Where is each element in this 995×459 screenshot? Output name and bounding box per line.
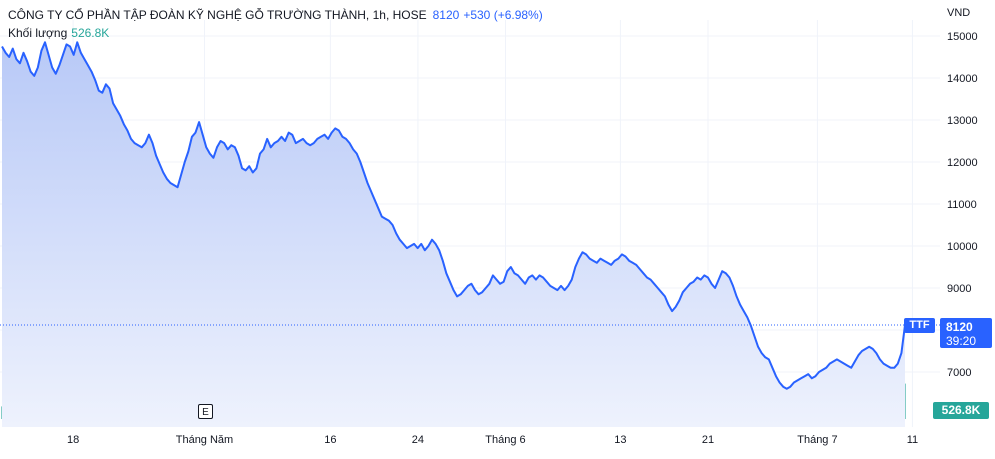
x-tick-label: 13 [614, 434, 626, 446]
price-area-fill [2, 42, 905, 428]
volume-value: 526.8K [71, 26, 110, 40]
volume-tag: 526.8K [933, 402, 989, 419]
x-tick-label: Tháng 6 [485, 434, 525, 446]
y-tick-label: 11000 [947, 199, 977, 211]
y-tick-label: 12000 [947, 157, 978, 169]
x-tick-label: Tháng Năm [176, 434, 233, 446]
y-tick-label: 9000 [947, 283, 971, 295]
price-area [0, 41, 940, 428]
x-tick-label: 18 [67, 434, 79, 446]
last-price-tag: 8120 39:20 [940, 318, 992, 348]
last-price: 8120 [946, 320, 973, 334]
y-tick-label: 15000 [947, 31, 978, 43]
symbol-tag: TTF [904, 318, 935, 333]
y-axis[interactable]: 7000 9000 10000 11000 12000 13000 14000 15000 [947, 31, 978, 379]
legend-change: +530 (+6.98%) [463, 8, 543, 22]
x-tick-label: Tháng 7 [797, 434, 837, 446]
y-tick-label: 7000 [947, 367, 971, 379]
y-tick-label: 13000 [947, 115, 978, 127]
x-tick-label: 21 [702, 434, 714, 446]
x-tick-label: 11 [907, 434, 918, 446]
price-line[interactable] [1, 41, 906, 390]
chart-legend: CÔNG TY CỔ PHẦN TẬP ĐOÀN KỸ NGHỆ GỖ TRƯỜ… [8, 6, 543, 42]
x-tick-label: 24 [412, 434, 424, 446]
y-tick-label: 10000 [947, 241, 978, 253]
currency-label: VND [947, 7, 971, 19]
x-axis[interactable]: 18 Tháng Năm 16 24 Tháng 6 13 21 Tháng 7 11 [67, 434, 918, 446]
legend-price: 8120 [432, 8, 460, 22]
symbol-title[interactable]: CÔNG TY CỔ PHẦN TẬP ĐOÀN KỸ NGHỆ GỖ TRƯỜ… [8, 8, 427, 22]
y-tick-label: 14000 [947, 73, 978, 85]
bar-countdown: 39:20 [946, 334, 977, 348]
volume-label[interactable]: Khối lượng [8, 26, 68, 40]
earnings-event-marker[interactable]: E [198, 404, 213, 419]
x-tick-label: 16 [324, 434, 336, 446]
